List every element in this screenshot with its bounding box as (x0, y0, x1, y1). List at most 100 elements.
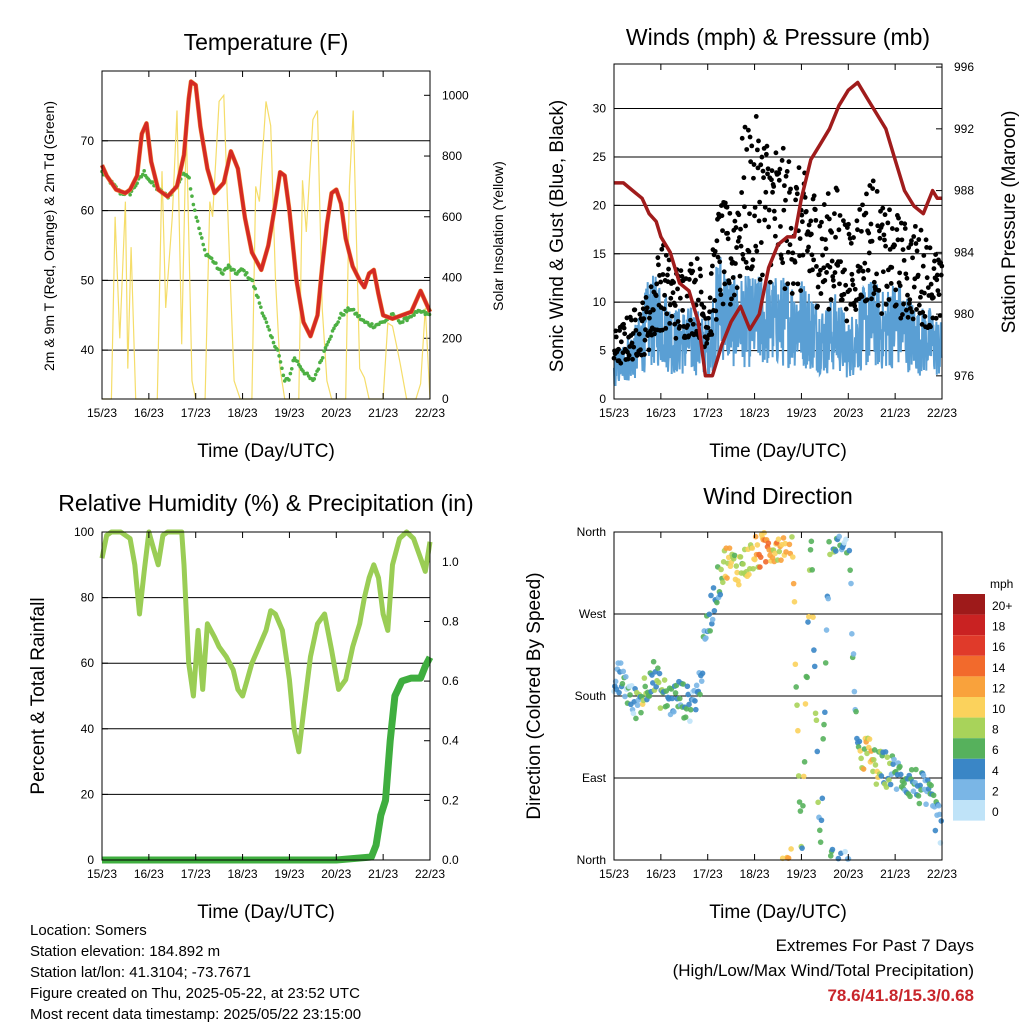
gust-point (769, 168, 775, 174)
gust-point (666, 257, 672, 263)
direction-point (661, 677, 668, 683)
temperature-title: Temperature (F) (184, 29, 349, 55)
gust-point (920, 263, 926, 269)
gust-point (828, 297, 834, 302)
gust-point (719, 213, 725, 219)
gust-point (751, 162, 757, 167)
gust-point (893, 302, 899, 308)
gust-point (650, 307, 656, 313)
gust-point (729, 296, 734, 302)
gust-point (621, 321, 626, 327)
gust-point (669, 313, 675, 319)
gust-point (883, 243, 888, 249)
winds-title: Winds (mph) & Pressure (mb) (626, 24, 930, 50)
gust-point (725, 236, 731, 242)
dewpoint-point (266, 324, 270, 329)
gust-point (776, 170, 782, 176)
direction-xtick-label: 20/23 (833, 867, 863, 881)
direction-point (669, 695, 675, 702)
direction-point (827, 551, 833, 558)
gust-point (760, 272, 765, 278)
dewpoint-point (214, 261, 218, 265)
gust-point (654, 281, 660, 287)
gust-point (831, 283, 837, 289)
gust-point (648, 284, 654, 290)
humidity-xtick-label: 19/23 (274, 867, 304, 881)
gust-point (813, 217, 819, 223)
gust-point (919, 321, 925, 327)
humidity-xtick-label: 17/23 (181, 867, 211, 881)
gust-point (829, 229, 835, 235)
direction-ytick-label: South (575, 689, 606, 703)
gust-point (818, 291, 824, 296)
direction-point (936, 811, 943, 818)
direction-point (821, 721, 827, 728)
direction-xtick-label: 16/23 (646, 867, 676, 881)
gust-point (759, 154, 765, 160)
gust-point (835, 263, 841, 268)
direction-point (772, 550, 778, 557)
gust-point (885, 220, 891, 226)
gust-point (640, 300, 646, 306)
direction-point (849, 631, 855, 637)
gust-point (771, 208, 777, 214)
gust-point (667, 302, 673, 308)
direction-point (872, 762, 879, 768)
gust-point (671, 280, 677, 285)
gust-point (673, 335, 679, 341)
winds-ytick-label: 5 (599, 344, 606, 358)
direction-point (622, 693, 628, 700)
gust-point (724, 204, 730, 210)
direction-point (619, 680, 626, 687)
gust-point (736, 235, 742, 240)
gust-point (823, 246, 829, 252)
temperature-frame (101, 70, 431, 400)
gust-point (737, 273, 743, 279)
temperature-y2tick-label: 800 (442, 149, 462, 163)
dewpoint-point (253, 286, 258, 291)
direction-point (887, 781, 894, 788)
dewpoint-point (323, 346, 328, 350)
dewpoint-point (225, 266, 229, 271)
temperature-xtick-label: 18/23 (228, 406, 258, 420)
gust-point (672, 321, 678, 327)
gust-point (869, 296, 874, 302)
direction-point (930, 792, 937, 799)
direction-point (816, 827, 823, 834)
gust-point (817, 267, 823, 273)
direction-point (746, 571, 752, 578)
direction-panel: Wind Direction Time (Day/UTC) Direction … (524, 483, 1013, 923)
direction-xtick-label: 19/23 (786, 867, 816, 881)
gust-point (837, 213, 843, 218)
humidity-ytick-label: 100 (74, 525, 94, 539)
temperature-panel: Temperature (F) Time (Day/UTC) 2m & 9m T… (41, 29, 506, 462)
dewpoint-point (325, 343, 329, 347)
direction-frame (613, 531, 943, 861)
gust-point (655, 255, 661, 261)
temperature-xlabel: Time (Day/UTC) (197, 441, 335, 462)
gust-point (727, 210, 733, 216)
direction-point (861, 746, 868, 752)
gust-point (721, 269, 727, 275)
gust-point (771, 184, 777, 189)
gust-point (753, 243, 759, 249)
legend-label: 0 (992, 805, 999, 819)
direction-point (646, 693, 653, 699)
dewpoint-point (194, 215, 198, 220)
gust-point (686, 277, 692, 282)
humidity-title: Relative Humidity (%) & Precipitation (i… (58, 490, 473, 516)
direction-point (737, 554, 744, 560)
gust-point (667, 320, 673, 326)
direction-point (873, 781, 880, 787)
direction-point (653, 683, 659, 690)
gust-point (846, 231, 852, 237)
gust-point (661, 306, 667, 312)
temperature-ytick-label: 60 (81, 204, 95, 218)
gust-point (799, 219, 805, 225)
dewpoint-point (332, 326, 336, 331)
dewpoint-point (357, 313, 362, 318)
gust-point (894, 227, 900, 233)
winds-ylabel: Sonic Wind & Gust (Blue, Black) (547, 100, 568, 372)
gust-point (904, 275, 910, 281)
